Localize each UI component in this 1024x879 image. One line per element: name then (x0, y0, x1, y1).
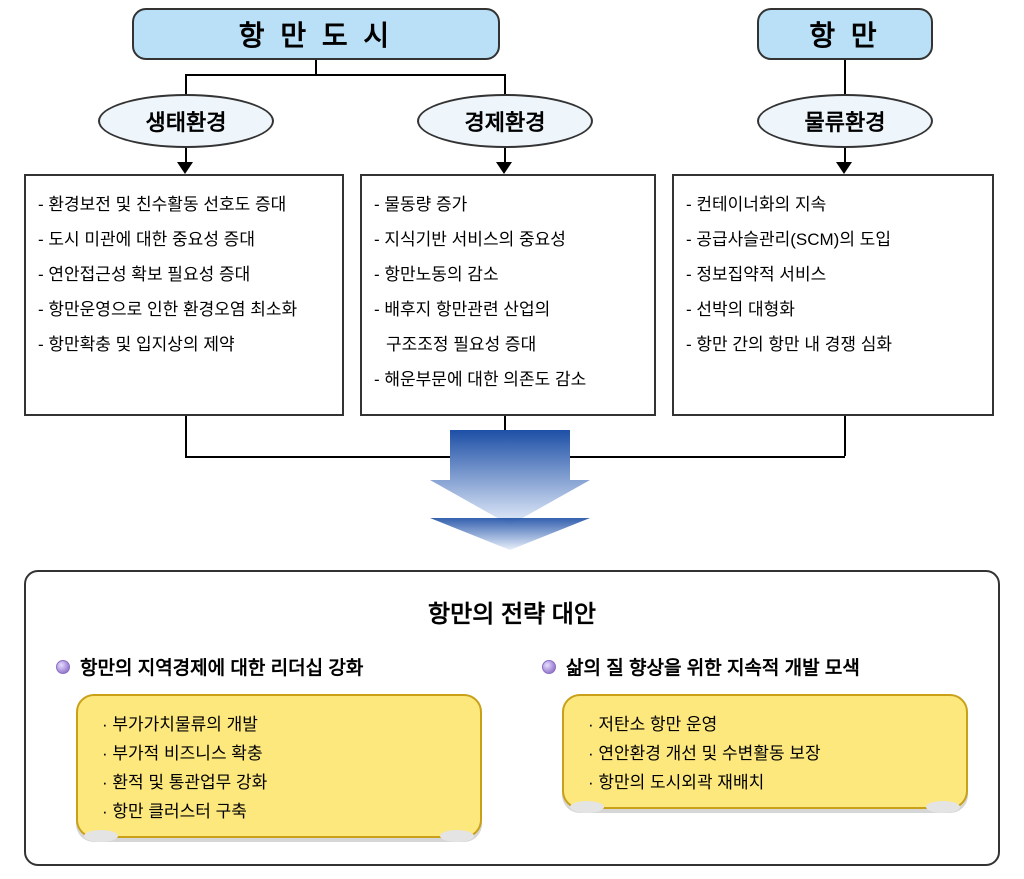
pill-leadership: · 부가가치물류의 개발 · 부가적 비즈니스 확충 · 환적 및 통관업무 강… (76, 694, 482, 838)
list-item: - 연안접근성 확보 필요성 증대 (38, 260, 330, 285)
outcome-col-leadership: 항만의 지역경제에 대한 리더십 강화 · 부가가치물류의 개발 · 부가적 비… (56, 653, 482, 838)
list-item: - 도시 미관에 대한 중요성 증대 (38, 225, 330, 250)
list-item: - 선박의 대형화 (686, 295, 980, 320)
bullet-icon (56, 660, 70, 674)
listbox-econ: - 물동량 증가 - 지식기반 서비스의 중요성 - 항만노동의 감소 - 배후… (360, 174, 656, 416)
pill-item: · 연안환경 개선 및 수변활동 보장 (588, 739, 946, 764)
ellipse-logi: 물류환경 (757, 94, 933, 148)
list-item: 구조조정 필요성 증대 (374, 330, 642, 355)
pill-item: · 항만 클러스터 구축 (102, 797, 460, 822)
pill-item: · 환적 및 통관업무 강화 (102, 768, 460, 793)
list-item: - 해운부문에 대한 의존도 감소 (374, 365, 642, 390)
pill-item: · 부가가치물류의 개발 (102, 710, 460, 735)
outcome-title: 항만의 전략 대안 (56, 594, 968, 629)
topbox-port-city: 항 만 도 시 (132, 8, 500, 60)
pill-item: · 저탄소 항만 운영 (588, 710, 946, 735)
big-arrow-icon (430, 430, 590, 550)
col-head-text: 삶의 질 향상을 위한 지속적 개발 모색 (566, 653, 860, 680)
pill-quality: · 저탄소 항만 운영 · 연안환경 개선 및 수변활동 보장 · 항만의 도시… (562, 694, 968, 809)
list-item: - 항만 간의 항만 내 경쟁 심화 (686, 330, 980, 355)
listbox-eco: - 환경보전 및 친수활동 선호도 증대 - 도시 미관에 대한 중요성 증대 … (24, 174, 344, 416)
listbox-logi: - 컨테이너화의 지속 - 공급사슬관리(SCM)의 도입 - 정보집약적 서비… (672, 174, 994, 416)
outcome-col-quality: 삶의 질 향상을 위한 지속적 개발 모색 · 저탄소 항만 운영 · 연안환경… (542, 653, 968, 838)
topbox-port: 항 만 (757, 8, 933, 60)
list-item: - 지식기반 서비스의 중요성 (374, 225, 642, 250)
list-item: - 항만노동의 감소 (374, 260, 642, 285)
list-item: - 환경보전 및 친수활동 선호도 증대 (38, 190, 330, 215)
list-item: - 정보집약적 서비스 (686, 260, 980, 285)
list-item: - 배후지 항만관련 산업의 (374, 295, 642, 320)
list-item: - 항만확충 및 입지상의 제약 (38, 330, 330, 355)
pill-item: · 부가적 비즈니스 확충 (102, 739, 460, 764)
ellipse-eco: 생태환경 (98, 94, 274, 148)
outcome-box: 항만의 전략 대안 항만의 지역경제에 대한 리더십 강화 · 부가가치물류의 … (24, 570, 1000, 866)
list-item: - 컨테이너화의 지속 (686, 190, 980, 215)
list-item: - 공급사슬관리(SCM)의 도입 (686, 225, 980, 250)
pill-item: · 항만의 도시외곽 재배치 (588, 768, 946, 793)
list-item: - 물동량 증가 (374, 190, 642, 215)
col-head-text: 항만의 지역경제에 대한 리더십 강화 (80, 653, 363, 680)
bullet-icon (542, 660, 556, 674)
ellipse-econ: 경제환경 (417, 94, 593, 148)
list-item: - 항만운영으로 인한 환경오염 최소화 (38, 295, 330, 320)
